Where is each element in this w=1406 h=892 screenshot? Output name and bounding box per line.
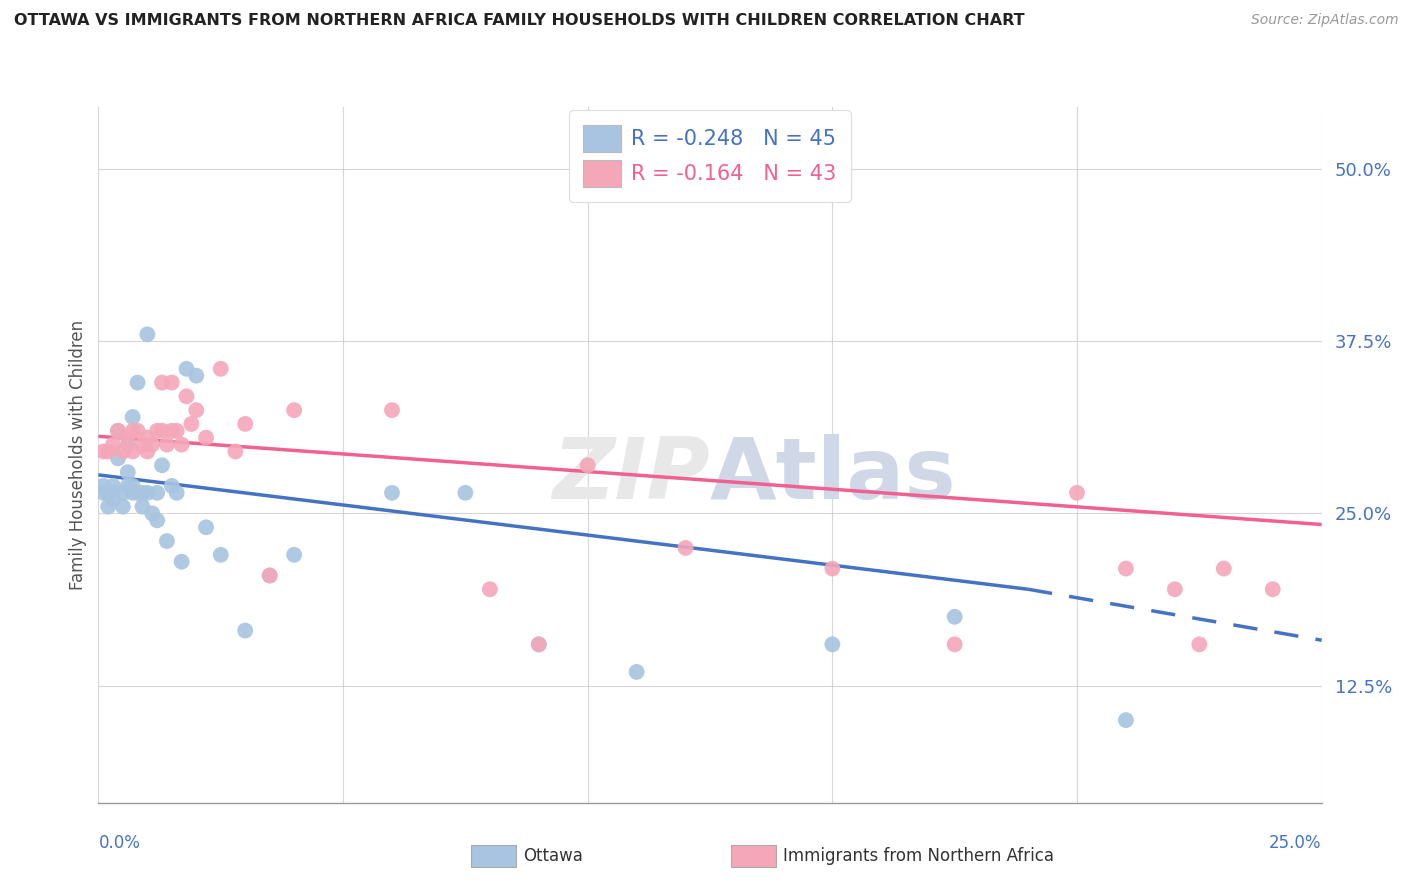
Point: [527, 637, 550, 651]
Point: [166, 424, 188, 438]
Point: [943, 637, 966, 651]
Point: [1164, 582, 1187, 597]
Text: Atlas: Atlas: [710, 434, 956, 517]
Point: [186, 368, 208, 383]
Point: [141, 437, 163, 451]
Point: [117, 465, 139, 479]
Point: [91, 444, 114, 458]
Point: [101, 485, 124, 500]
Point: [224, 444, 246, 458]
Point: [160, 376, 183, 390]
Point: [195, 431, 218, 445]
Point: [146, 424, 169, 438]
Point: [821, 561, 844, 575]
Point: [91, 479, 114, 493]
Point: [233, 417, 256, 431]
Point: [121, 410, 143, 425]
Point: [478, 582, 501, 597]
Point: [146, 485, 169, 500]
Point: [1188, 637, 1211, 651]
Point: [1261, 582, 1284, 597]
Point: [259, 568, 281, 582]
Point: [97, 485, 120, 500]
Point: [107, 451, 129, 466]
Point: [1212, 561, 1234, 575]
Point: [121, 424, 143, 438]
Point: [127, 376, 149, 390]
Point: [209, 548, 232, 562]
Point: [136, 485, 159, 500]
Point: [101, 437, 124, 451]
Text: Source: ZipAtlas.com: Source: ZipAtlas.com: [1251, 13, 1399, 28]
Y-axis label: Family Households with Children: Family Households with Children: [69, 320, 87, 590]
Point: [121, 444, 143, 458]
Text: ZIP: ZIP: [553, 434, 710, 517]
Point: [136, 327, 159, 342]
Point: [111, 500, 134, 514]
Text: Immigrants from Northern Africa: Immigrants from Northern Africa: [783, 847, 1054, 865]
Point: [821, 637, 844, 651]
Point: [454, 485, 477, 500]
Point: [381, 403, 404, 417]
Point: [136, 444, 159, 458]
Point: [576, 458, 599, 473]
Point: [150, 424, 173, 438]
Point: [117, 431, 139, 445]
Point: [675, 541, 697, 555]
Point: [176, 389, 198, 403]
Point: [101, 492, 124, 507]
Point: [186, 403, 208, 417]
Point: [166, 485, 188, 500]
Text: 0.0%: 0.0%: [98, 834, 141, 852]
Point: [117, 479, 139, 493]
Point: [111, 444, 134, 458]
Point: [1066, 485, 1088, 500]
Point: [117, 437, 139, 451]
Point: [1115, 713, 1137, 727]
Point: [150, 458, 173, 473]
Point: [127, 485, 149, 500]
Point: [131, 437, 153, 451]
Point: [150, 376, 173, 390]
Text: Ottawa: Ottawa: [523, 847, 583, 865]
Point: [176, 361, 198, 376]
Legend: R = -0.248   N = 45, R = -0.164   N = 43: R = -0.248 N = 45, R = -0.164 N = 43: [569, 111, 851, 202]
Point: [195, 520, 218, 534]
Point: [136, 431, 159, 445]
Point: [101, 479, 124, 493]
Text: OTTAWA VS IMMIGRANTS FROM NORTHERN AFRICA FAMILY HOUSEHOLDS WITH CHILDREN CORREL: OTTAWA VS IMMIGRANTS FROM NORTHERN AFRIC…: [14, 13, 1025, 29]
Point: [259, 568, 281, 582]
Point: [233, 624, 256, 638]
Point: [209, 361, 232, 376]
Point: [141, 507, 163, 521]
Point: [527, 637, 550, 651]
Point: [160, 479, 183, 493]
Point: [121, 479, 143, 493]
Point: [127, 424, 149, 438]
Text: 25.0%: 25.0%: [1270, 834, 1322, 852]
Point: [107, 424, 129, 438]
Point: [170, 555, 193, 569]
Point: [156, 534, 179, 549]
Point: [170, 437, 193, 451]
Point: [1115, 561, 1137, 575]
Point: [156, 437, 179, 451]
Point: [131, 485, 153, 500]
Point: [626, 665, 648, 679]
Point: [283, 548, 305, 562]
Point: [160, 424, 183, 438]
Point: [131, 500, 153, 514]
Point: [180, 417, 202, 431]
Point: [283, 403, 305, 417]
Point: [146, 513, 169, 527]
Point: [107, 424, 129, 438]
Point: [97, 444, 120, 458]
Point: [943, 609, 966, 624]
Point: [97, 500, 120, 514]
Point: [381, 485, 404, 500]
Point: [111, 485, 134, 500]
Point: [121, 485, 143, 500]
Point: [91, 485, 114, 500]
